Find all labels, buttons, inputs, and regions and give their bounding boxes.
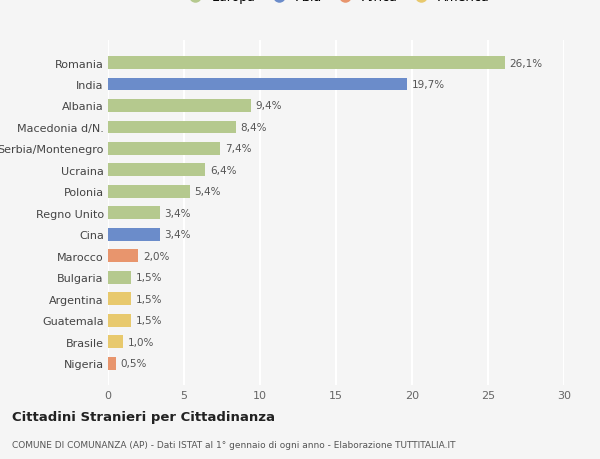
Legend: Europa, Asia, Africa, America: Europa, Asia, Africa, America: [179, 0, 493, 7]
Text: 6,4%: 6,4%: [210, 166, 236, 175]
Bar: [108, 100, 251, 113]
Text: 3,4%: 3,4%: [164, 230, 191, 240]
Bar: [108, 185, 190, 198]
Text: 3,4%: 3,4%: [164, 208, 191, 218]
Bar: [108, 207, 160, 220]
Bar: [108, 336, 123, 348]
Bar: [108, 78, 407, 91]
Text: 1,5%: 1,5%: [136, 316, 162, 325]
Text: 19,7%: 19,7%: [412, 80, 445, 90]
Text: COMUNE DI COMUNANZA (AP) - Dati ISTAT al 1° gennaio di ogni anno - Elaborazione : COMUNE DI COMUNANZA (AP) - Dati ISTAT al…: [12, 441, 455, 449]
Bar: [108, 143, 220, 156]
Bar: [108, 271, 131, 284]
Text: 1,0%: 1,0%: [128, 337, 154, 347]
Bar: [108, 57, 505, 70]
Bar: [108, 250, 139, 263]
Bar: [108, 293, 131, 306]
Bar: [108, 121, 236, 134]
Bar: [108, 314, 131, 327]
Bar: [108, 357, 116, 370]
Bar: [108, 229, 160, 241]
Text: 0,5%: 0,5%: [120, 358, 146, 369]
Text: 8,4%: 8,4%: [240, 123, 267, 133]
Text: 26,1%: 26,1%: [509, 58, 542, 68]
Text: 5,4%: 5,4%: [194, 187, 221, 197]
Text: 1,5%: 1,5%: [136, 294, 162, 304]
Text: Cittadini Stranieri per Cittadinanza: Cittadini Stranieri per Cittadinanza: [12, 410, 275, 423]
Text: 2,0%: 2,0%: [143, 252, 169, 261]
Bar: [108, 164, 205, 177]
Text: 1,5%: 1,5%: [136, 273, 162, 283]
Text: 7,4%: 7,4%: [225, 144, 251, 154]
Text: 9,4%: 9,4%: [256, 101, 282, 111]
